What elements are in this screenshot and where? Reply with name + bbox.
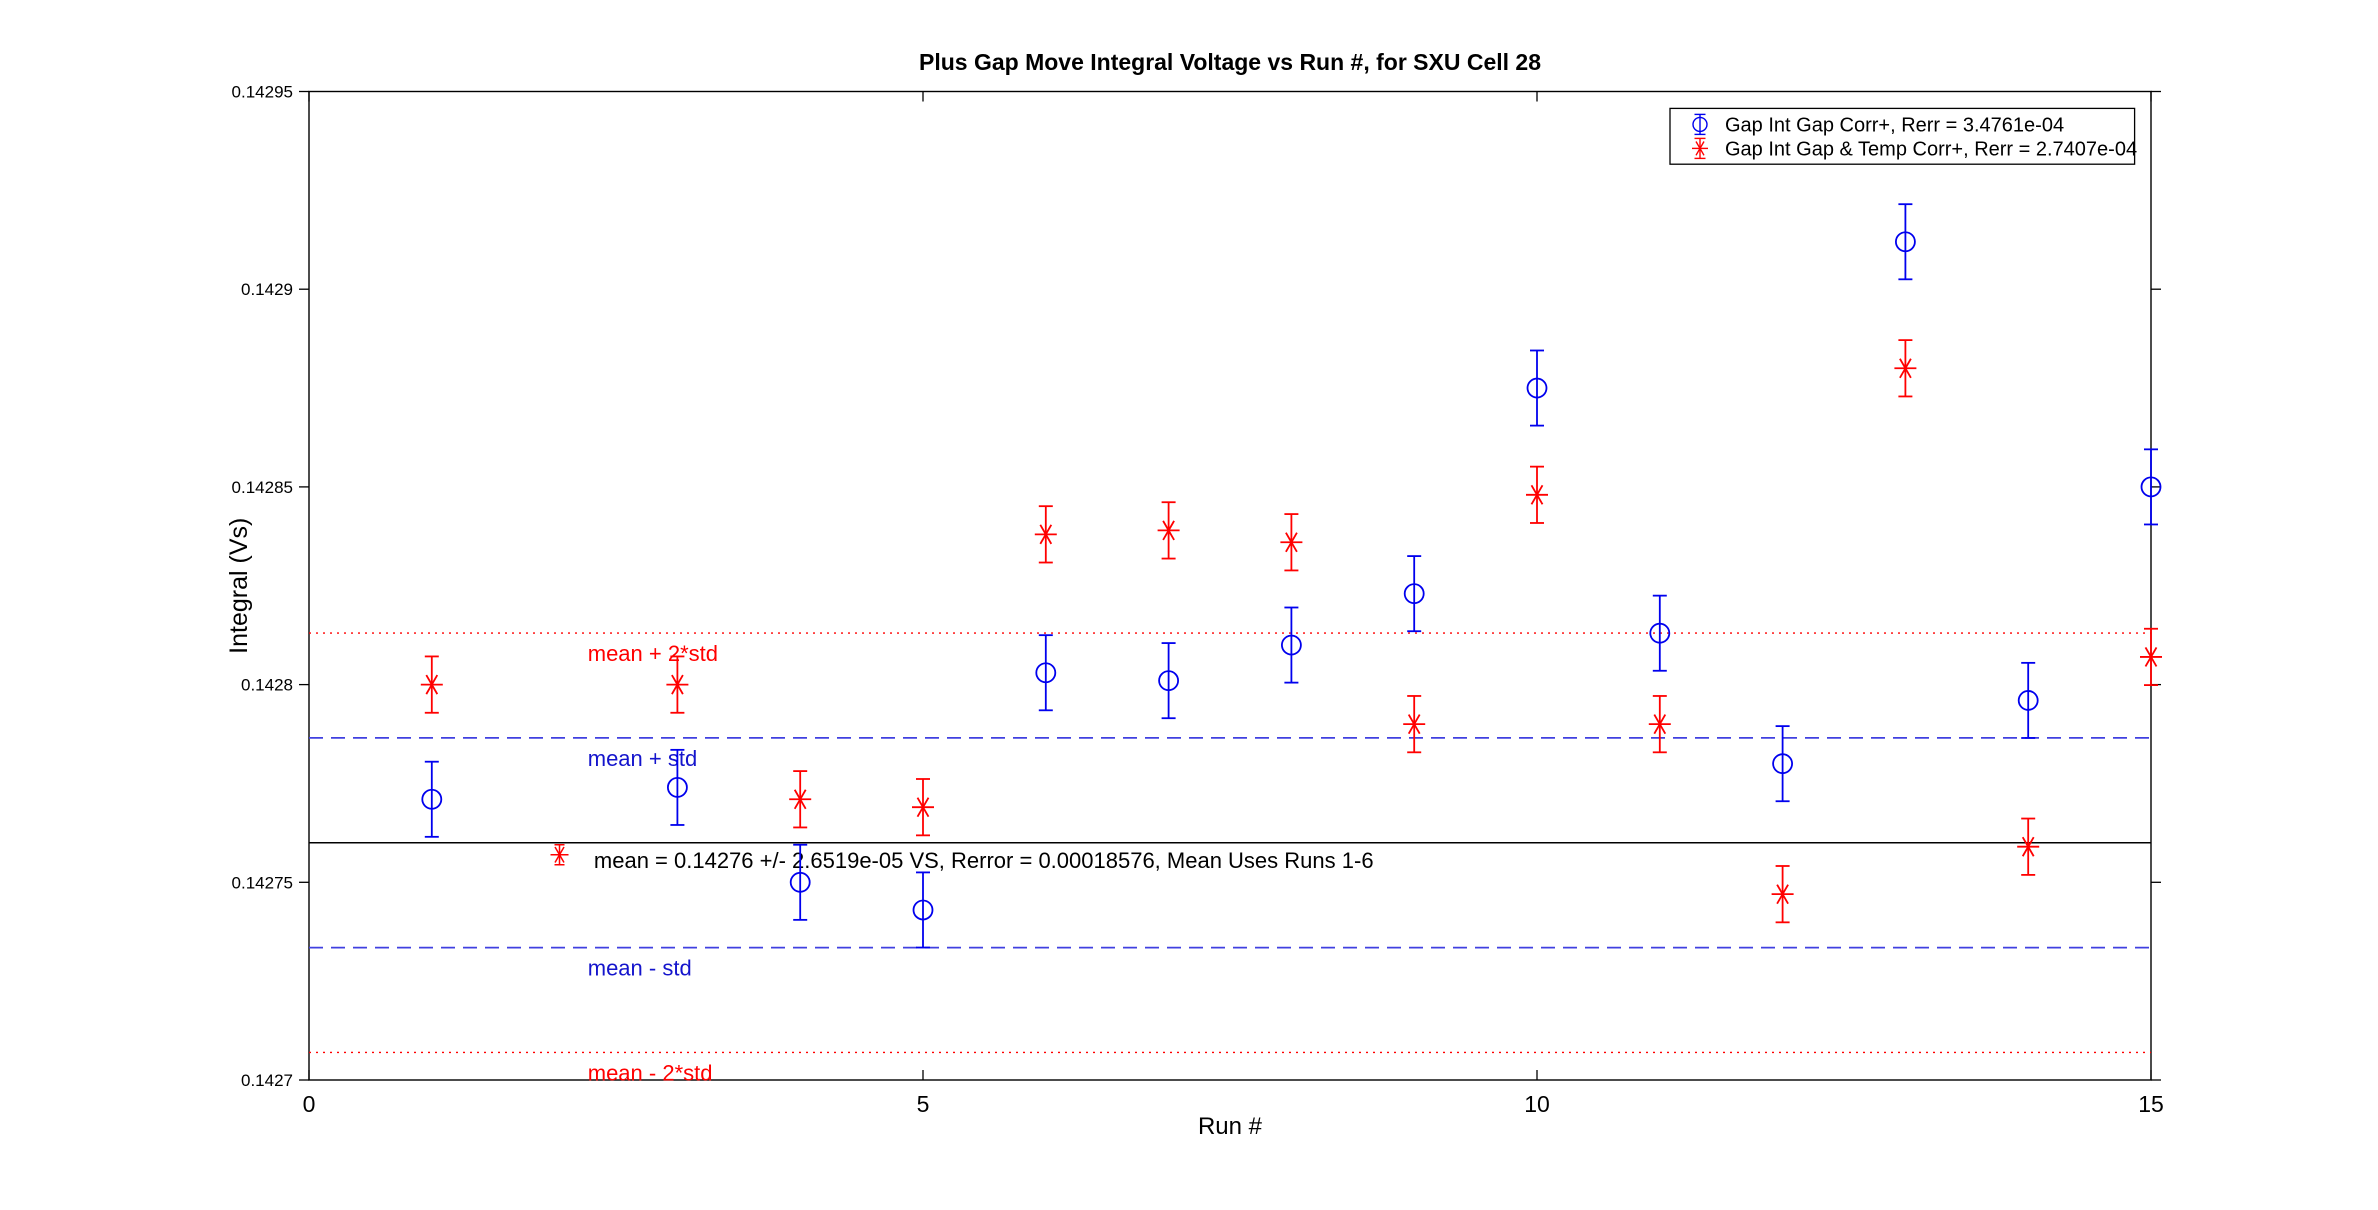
svg-text:Integral (Vs): Integral (Vs) [225, 518, 253, 654]
svg-text:Plus Gap Move Integral Voltage: Plus Gap Move Integral Voltage vs Run #,… [919, 49, 1541, 75]
svg-text:5: 5 [917, 1091, 930, 1117]
svg-text:10: 10 [1524, 1091, 1550, 1117]
svg-text:0.1428: 0.1428 [241, 676, 293, 695]
svg-text:Run #: Run # [1198, 1113, 1263, 1140]
svg-text:0.1427: 0.1427 [241, 1071, 293, 1090]
svg-text:Gap Int Gap & Temp Corr+, Rer: Gap Int Gap & Temp Corr+, Rerr = 2.7407e… [1725, 138, 2137, 160]
svg-text:mean - std: mean - std [588, 956, 692, 981]
svg-text:mean = 0.14276 +/- 2.6519e-05: mean = 0.14276 +/- 2.6519e-05 VS, Rerror… [594, 848, 1374, 873]
svg-text:15: 15 [2138, 1091, 2164, 1117]
svg-text:0.14275: 0.14275 [232, 873, 293, 892]
svg-text:0: 0 [303, 1091, 316, 1117]
svg-text:mean - 2*std: mean - 2*std [588, 1060, 713, 1085]
svg-text:0.14295: 0.14295 [232, 83, 293, 102]
svg-text:0.14285: 0.14285 [232, 478, 293, 497]
svg-text:Gap Int Gap Corr+, Rerr = 3.47: Gap Int Gap Corr+, Rerr = 3.4761e-04 [1725, 114, 2064, 136]
svg-text:mean + 2*std: mean + 2*std [588, 641, 718, 666]
svg-text:0.1429: 0.1429 [241, 280, 293, 299]
